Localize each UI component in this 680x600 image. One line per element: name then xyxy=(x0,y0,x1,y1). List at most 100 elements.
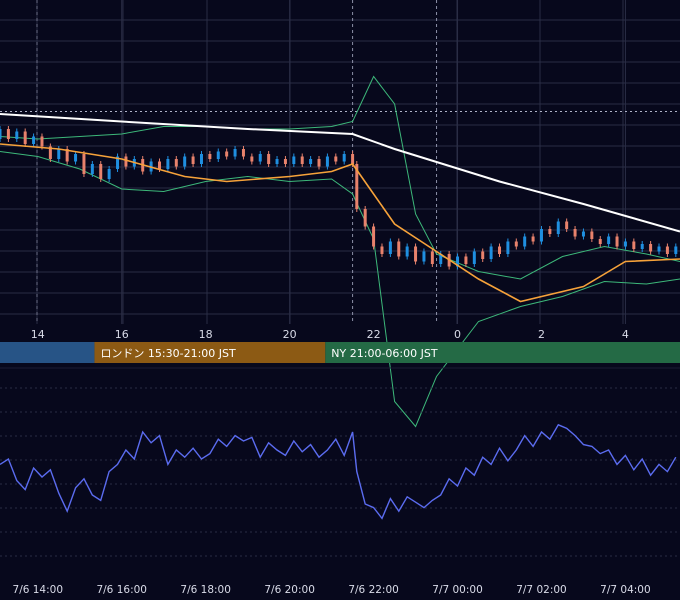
oscillator-axis-tick-label: 7/6 16:00 xyxy=(96,584,147,596)
oscillator-axis-tick-label: 7/6 18:00 xyxy=(180,584,231,596)
candle-body xyxy=(372,226,376,247)
session-label: NY 21:00-06:00 JST xyxy=(331,347,438,360)
candle-body xyxy=(342,154,346,162)
candle-body xyxy=(250,156,254,162)
candle-body xyxy=(472,251,476,264)
price-axis-tick-label: 0 xyxy=(454,328,461,341)
candle-body xyxy=(124,156,128,167)
candle-body xyxy=(548,229,552,234)
candle-body xyxy=(23,131,27,144)
candle-body xyxy=(216,151,220,159)
price-pane[interactable] xyxy=(0,0,680,428)
session-bar: ロンドン 15:30-21:00 JST NY 21:00-06:00 JST xyxy=(0,342,680,363)
oscillator-axis-tick-label: 7/7 04:00 xyxy=(600,584,651,596)
price-axis-tick-label: 18 xyxy=(199,328,213,341)
candle-body xyxy=(539,229,543,242)
candle-body xyxy=(275,159,279,164)
candle-body xyxy=(531,236,535,242)
price-axis-tick-label: 16 xyxy=(115,328,129,341)
oscillator-line xyxy=(0,423,677,520)
oscillator-time-axis: 7/6 14:00 7/6 16:00 7/6 18:00 7/6 20:00 7/6 … xyxy=(13,584,651,596)
candlesticks xyxy=(0,126,678,270)
oscillator-axis-tick-label: 7/6 20:00 xyxy=(264,584,315,596)
candle-body xyxy=(32,136,36,144)
candle-body xyxy=(283,159,287,164)
candle-body xyxy=(380,246,384,254)
candle-body xyxy=(0,129,2,139)
moving-average-white xyxy=(0,113,680,233)
candle-body xyxy=(325,156,329,167)
candle-body xyxy=(640,244,644,249)
candle-body xyxy=(405,246,409,257)
candle-body xyxy=(208,154,212,159)
candle-body xyxy=(506,241,510,254)
moving-average-orange xyxy=(0,143,680,303)
candle-body xyxy=(430,251,434,264)
candle-body xyxy=(225,151,229,157)
price-axis-tick-label: 2 xyxy=(538,328,545,341)
candle-body xyxy=(57,149,61,159)
candle-body xyxy=(590,231,594,239)
candle-body xyxy=(581,231,585,237)
candle-body xyxy=(422,251,426,262)
candle-body xyxy=(456,256,460,267)
oscillator-axis-tick-label: 7/7 00:00 xyxy=(432,584,483,596)
candle-body xyxy=(40,136,44,147)
candle-body xyxy=(565,221,569,229)
oscillator-pane[interactable] xyxy=(0,367,680,557)
candle-body xyxy=(15,131,19,139)
candle-body xyxy=(267,154,271,164)
candle-body xyxy=(6,129,10,139)
candle-body xyxy=(632,241,636,249)
session-label: ロンドン 15:30-21:00 JST xyxy=(100,347,236,360)
bollinger-lower xyxy=(0,151,680,428)
session-block xyxy=(325,342,680,363)
candle-body xyxy=(351,154,355,164)
candle-body xyxy=(556,221,560,234)
candle-body xyxy=(199,154,203,164)
candle-body xyxy=(523,236,527,247)
oscillator-axis-tick-label: 7/7 02:00 xyxy=(516,584,567,596)
candle-body xyxy=(166,159,170,169)
oscillator-axis-tick-label: 7/6 14:00 xyxy=(13,584,64,596)
candle-body xyxy=(48,146,52,159)
candle-body xyxy=(258,154,262,162)
candle-body xyxy=(174,159,178,167)
price-axis-tick-label: 14 xyxy=(31,328,45,341)
candle-body xyxy=(90,164,94,174)
candle-body xyxy=(489,246,493,259)
candle-body xyxy=(116,156,120,169)
candle-body xyxy=(498,246,502,254)
candle-body xyxy=(191,156,195,164)
price-time-axis: 14 16 18 20 22 0 2 4 xyxy=(31,328,629,341)
candle-body xyxy=(649,244,653,252)
candle-body xyxy=(158,161,162,169)
candle-body xyxy=(292,156,296,164)
candle-body xyxy=(388,241,392,254)
oscillator-axis-tick-label: 7/6 22:00 xyxy=(348,584,399,596)
candle-body xyxy=(464,256,468,264)
candle-body xyxy=(334,156,338,162)
bollinger-upper xyxy=(0,75,680,280)
price-grid xyxy=(0,0,680,324)
candle-body xyxy=(514,241,518,247)
candle-body xyxy=(607,236,611,244)
candle-body xyxy=(317,159,321,167)
price-axis-tick-label: 20 xyxy=(283,328,297,341)
candle-body xyxy=(623,241,627,247)
candle-body xyxy=(363,209,367,227)
session-block xyxy=(0,342,95,363)
oscillator-grid xyxy=(0,367,680,557)
session-block xyxy=(94,342,326,363)
candle-body xyxy=(657,246,661,252)
candle-body xyxy=(573,229,577,237)
candle-body xyxy=(300,156,304,164)
candle-body xyxy=(355,164,359,209)
candle-body xyxy=(598,239,602,244)
price-axis-tick-label: 4 xyxy=(622,328,629,341)
candle-body xyxy=(615,236,619,247)
candle-body xyxy=(397,241,401,257)
price-axis-tick-label: 22 xyxy=(367,328,381,341)
